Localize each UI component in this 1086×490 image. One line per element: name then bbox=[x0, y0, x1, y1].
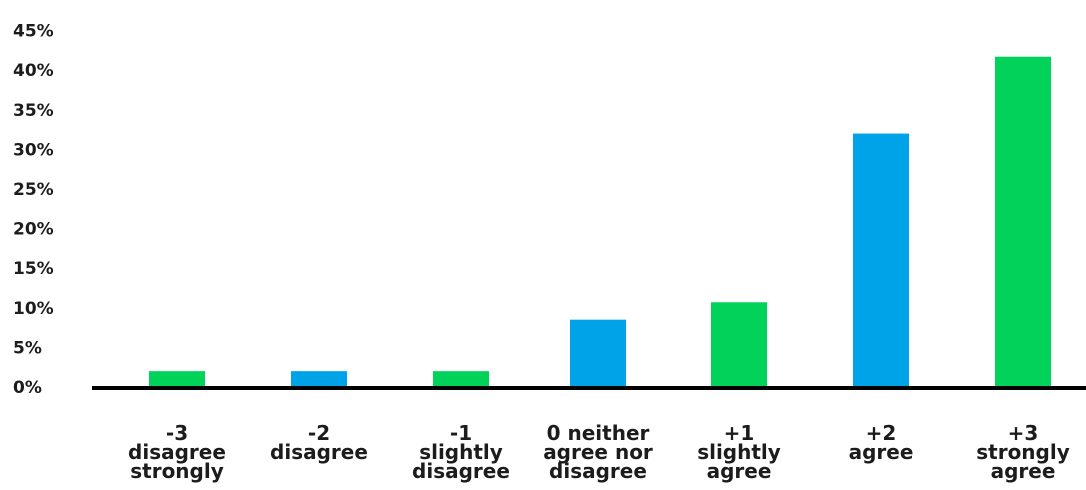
category-label-line: agree bbox=[849, 440, 914, 464]
bar bbox=[853, 133, 909, 387]
category-label: 0 neither agree nor disagree bbox=[543, 421, 653, 483]
category-label-line: -1 bbox=[450, 421, 472, 445]
y-tick-label: 30% bbox=[13, 140, 54, 160]
category-label: +1 slightly agree bbox=[697, 421, 781, 483]
bar bbox=[711, 302, 767, 387]
category-label-line: agree bbox=[991, 459, 1056, 483]
category-label-line: disagree bbox=[412, 459, 510, 483]
y-tick-label: 25% bbox=[13, 180, 54, 200]
bar bbox=[570, 319, 626, 387]
category-label-line: slightly bbox=[419, 440, 503, 464]
y-tick-label: 35% bbox=[13, 101, 54, 121]
category-label-line: disagree bbox=[549, 459, 647, 483]
y-tick-label: 45% bbox=[13, 22, 54, 42]
bar bbox=[291, 371, 347, 387]
category-label-line: -2 bbox=[308, 421, 330, 445]
category-label-line: +2 bbox=[866, 421, 897, 445]
category-label-line: agree bbox=[707, 459, 772, 483]
category-label-line: strongly bbox=[976, 440, 1070, 464]
category-label-line: disagree bbox=[270, 440, 368, 464]
category-label: +2 agree bbox=[849, 421, 914, 464]
y-tick-label: 5% bbox=[13, 338, 42, 358]
bars bbox=[149, 56, 1051, 388]
category-label-line: -3 bbox=[166, 421, 188, 445]
bar bbox=[433, 371, 489, 387]
y-tick-label: 0% bbox=[13, 378, 42, 398]
category-label: +3 strongly agree bbox=[976, 421, 1070, 483]
category-label-line: +3 bbox=[1008, 421, 1039, 445]
category-label: -3 disagree strongly bbox=[128, 421, 226, 483]
category-label-line: +1 bbox=[724, 421, 755, 445]
y-tick-label: 10% bbox=[13, 299, 54, 319]
bar bbox=[995, 56, 1051, 388]
category-label-line: 0 neither bbox=[547, 421, 650, 445]
category-label: -1 slightly disagree bbox=[412, 421, 510, 483]
category-label-line: slightly bbox=[697, 440, 781, 464]
bar bbox=[149, 371, 205, 387]
category-label-line: strongly bbox=[130, 459, 224, 483]
category-label-line: disagree bbox=[128, 440, 226, 464]
y-axis-ticks: 0% 5% 10% 15% 20% 25% 30% 35% 40% 45% bbox=[13, 22, 54, 398]
y-tick-label: 40% bbox=[13, 61, 54, 81]
x-axis-labels: -3 disagree strongly-2 disagree-1 slightly di… bbox=[128, 421, 1070, 483]
y-tick-label: 20% bbox=[13, 220, 54, 240]
category-label: -2 disagree bbox=[270, 421, 368, 464]
category-label-line: agree nor bbox=[543, 440, 653, 464]
y-tick-label: 15% bbox=[13, 259, 54, 279]
